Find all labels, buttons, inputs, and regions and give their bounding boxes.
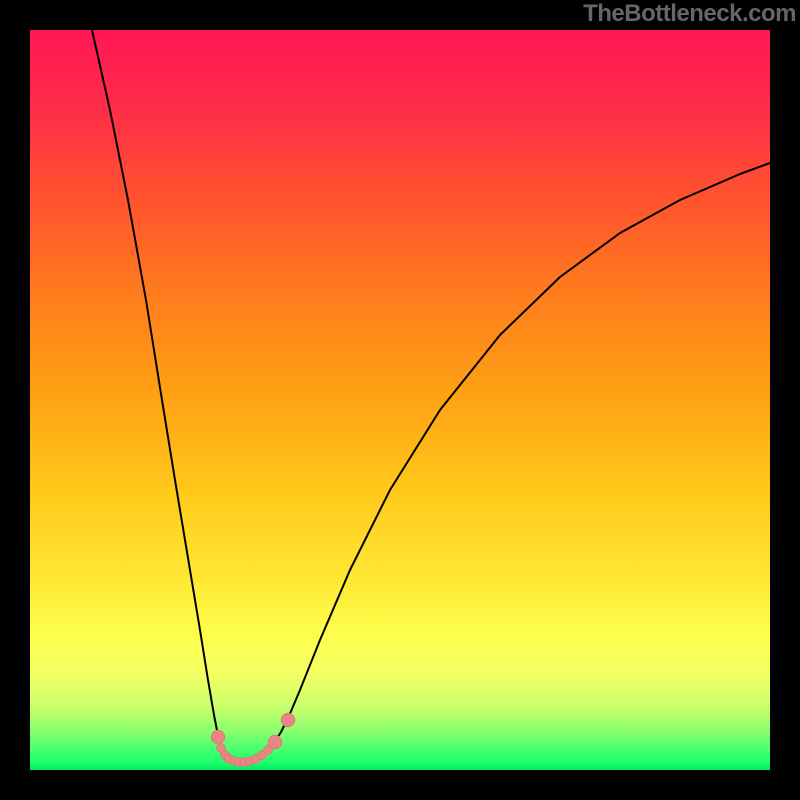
plot-background (30, 30, 770, 770)
curve-marker (281, 713, 295, 727)
chart-container: TheBottleneck.com (0, 0, 800, 800)
watermark-text: TheBottleneck.com (583, 0, 796, 28)
chart-svg (0, 0, 800, 800)
curve-marker (211, 730, 225, 744)
curve-marker (268, 735, 282, 749)
